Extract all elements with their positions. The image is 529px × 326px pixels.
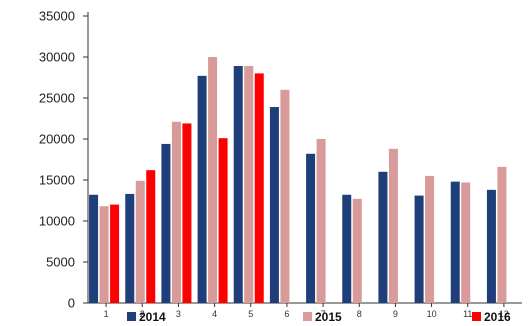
x-tick-label: 11 — [463, 309, 472, 319]
x-tick-label: 6 — [284, 309, 289, 319]
y-tick-label: 35000 — [39, 9, 75, 24]
bar-2016-1 — [110, 204, 120, 303]
bar-2016-4 — [218, 138, 228, 303]
bar-2014-4 — [197, 75, 207, 303]
bar-2015-1 — [99, 206, 109, 303]
y-tick-label: 20000 — [39, 132, 75, 147]
bar-2014-9 — [378, 171, 388, 303]
bar-2015-7 — [316, 139, 326, 303]
bar-2015-11 — [461, 182, 471, 303]
bar-2015-12 — [497, 166, 507, 303]
x-tick-label: 5 — [248, 309, 253, 319]
bar-2015-2 — [135, 180, 145, 303]
bar-2014-7 — [306, 153, 316, 303]
y-tick-label: 0 — [68, 296, 75, 311]
y-tick-label: 25000 — [39, 91, 75, 106]
bars — [89, 57, 507, 304]
bar-2014-11 — [450, 181, 460, 303]
y-tick-label: 15000 — [39, 173, 75, 188]
bar-2015-10 — [425, 175, 435, 303]
bar-2015-3 — [171, 121, 181, 303]
legend-label-2016: 2016 — [484, 310, 511, 324]
x-tick-label: 9 — [393, 309, 398, 319]
x-tick-label: 3 — [176, 309, 181, 319]
y-tick-label: 30000 — [39, 50, 75, 65]
bar-2016-2 — [146, 170, 156, 303]
x-tick-label: 2 — [140, 309, 145, 319]
bar-2014-12 — [486, 189, 496, 303]
x-axis: 1 2 3 4 5 6 7 8 9 10 11 12 — [88, 302, 522, 319]
y-axis: 0 5000 10000 15000 20000 25000 30000 35000 — [39, 9, 89, 311]
x-tick-label: 8 — [357, 309, 362, 319]
x-tick-label: 12 — [499, 309, 509, 319]
bar-2015-6 — [280, 89, 290, 303]
bar-2016-5 — [254, 73, 264, 304]
bar-2015-8 — [352, 198, 362, 303]
bar-2014-6 — [269, 107, 279, 304]
x-tick-label: 1 — [104, 309, 109, 319]
legend-label-2015: 2015 — [315, 310, 342, 324]
bar-2014-2 — [125, 193, 135, 303]
bar-2015-4 — [208, 57, 218, 303]
bar-2015-9 — [388, 148, 398, 303]
bar-2015-5 — [244, 66, 254, 304]
bar-2014-3 — [161, 143, 171, 303]
legend-swatch-2015 — [303, 312, 312, 321]
legend-swatch-2014 — [127, 312, 136, 321]
bar-2014-1 — [89, 194, 99, 303]
bar-2014-5 — [233, 66, 243, 304]
bar-2016-3 — [182, 123, 192, 303]
x-tick-label: 7 — [321, 309, 326, 319]
bar-2014-8 — [342, 194, 352, 303]
x-tick-label: 4 — [212, 309, 217, 319]
legend-label-2014: 2014 — [139, 310, 166, 324]
bar-2014-10 — [414, 195, 424, 303]
legend-swatch-2016 — [472, 312, 481, 321]
x-tick-label: 10 — [427, 309, 437, 319]
legend: 2014 2015 2016 — [127, 310, 511, 324]
y-tick-label: 5000 — [46, 255, 75, 270]
y-tick-label: 10000 — [39, 214, 75, 229]
